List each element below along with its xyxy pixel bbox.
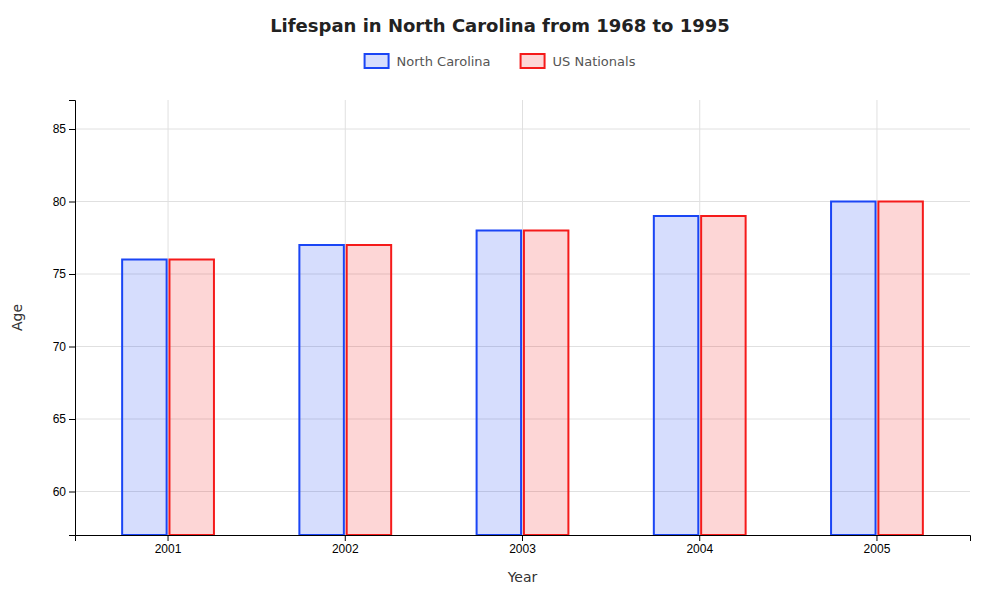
bars bbox=[122, 202, 923, 536]
tick-mark bbox=[69, 492, 75, 493]
tick: 2003 bbox=[509, 535, 536, 556]
tick-label: 75 bbox=[53, 267, 67, 281]
plot: 2001 2002 2003 2004 2005 60 65 70 75 80 85 bbox=[53, 100, 971, 556]
bar bbox=[831, 202, 875, 536]
axis-line bbox=[69, 101, 76, 536]
tick-label: 85 bbox=[53, 122, 67, 136]
legend-swatch bbox=[521, 54, 545, 68]
bar bbox=[347, 245, 391, 535]
legend-item: North Carolina bbox=[365, 54, 491, 69]
grid-line bbox=[168, 100, 169, 535]
grid-line bbox=[522, 100, 523, 535]
chart: 2001 2002 2003 2004 2005 60 65 70 75 80 85 Year Age L… bbox=[0, 0, 1000, 600]
tick: 85 bbox=[53, 122, 75, 136]
bar bbox=[169, 260, 213, 536]
tick: 70 bbox=[53, 340, 75, 354]
series bbox=[122, 202, 875, 536]
y-axis-title: Age bbox=[9, 304, 25, 331]
tick-mark bbox=[876, 535, 877, 541]
legend: North Carolina US Nationals bbox=[365, 54, 636, 69]
bar bbox=[477, 231, 521, 536]
tick-mark bbox=[69, 274, 75, 275]
tick-label: 2001 bbox=[155, 542, 182, 556]
tick-label: 80 bbox=[53, 195, 67, 209]
legend-label: North Carolina bbox=[397, 54, 491, 69]
tick-mark bbox=[69, 347, 75, 348]
bar bbox=[299, 245, 343, 535]
tick-mark bbox=[168, 535, 169, 541]
legend-item: US Nationals bbox=[521, 54, 636, 69]
bar bbox=[701, 216, 745, 535]
tick-label: 60 bbox=[53, 485, 67, 499]
grid-line bbox=[345, 100, 346, 535]
tick-label: 2004 bbox=[686, 542, 713, 556]
tick-mark bbox=[69, 202, 75, 203]
tick: 65 bbox=[53, 412, 75, 426]
tick-mark bbox=[69, 419, 75, 420]
tick: 2002 bbox=[332, 535, 359, 556]
tick: 80 bbox=[53, 195, 75, 209]
series bbox=[169, 202, 922, 536]
tick: 75 bbox=[53, 267, 75, 281]
title: Lifespan in North Carolina from 1968 to … bbox=[270, 15, 730, 36]
tick-label: 2002 bbox=[332, 542, 359, 556]
grid bbox=[75, 100, 970, 535]
bar bbox=[122, 260, 166, 536]
bar bbox=[524, 231, 568, 536]
tick: 2004 bbox=[686, 535, 713, 556]
tick-mark bbox=[345, 535, 346, 541]
grid-line bbox=[876, 100, 877, 535]
tick-label: 2003 bbox=[509, 542, 536, 556]
legend-swatch bbox=[365, 54, 389, 68]
bar bbox=[654, 216, 698, 535]
tick: 2005 bbox=[864, 535, 891, 556]
tick-label: 2005 bbox=[864, 542, 891, 556]
tick-mark bbox=[522, 535, 523, 541]
tick-mark bbox=[699, 535, 700, 541]
axis-line bbox=[76, 536, 971, 542]
bar bbox=[878, 202, 922, 536]
tick-label: 65 bbox=[53, 412, 67, 426]
y-axis: 60 65 70 75 80 85 bbox=[53, 101, 76, 536]
grid-line bbox=[699, 100, 700, 535]
x-axis: 2001 2002 2003 2004 2005 bbox=[76, 535, 971, 556]
legend-label: US Nationals bbox=[553, 54, 636, 69]
x-axis-title: Year bbox=[507, 569, 538, 585]
tick-label: 70 bbox=[53, 340, 67, 354]
tick: 2001 bbox=[155, 535, 182, 556]
tick: 60 bbox=[53, 485, 75, 499]
tick-mark bbox=[69, 129, 75, 130]
